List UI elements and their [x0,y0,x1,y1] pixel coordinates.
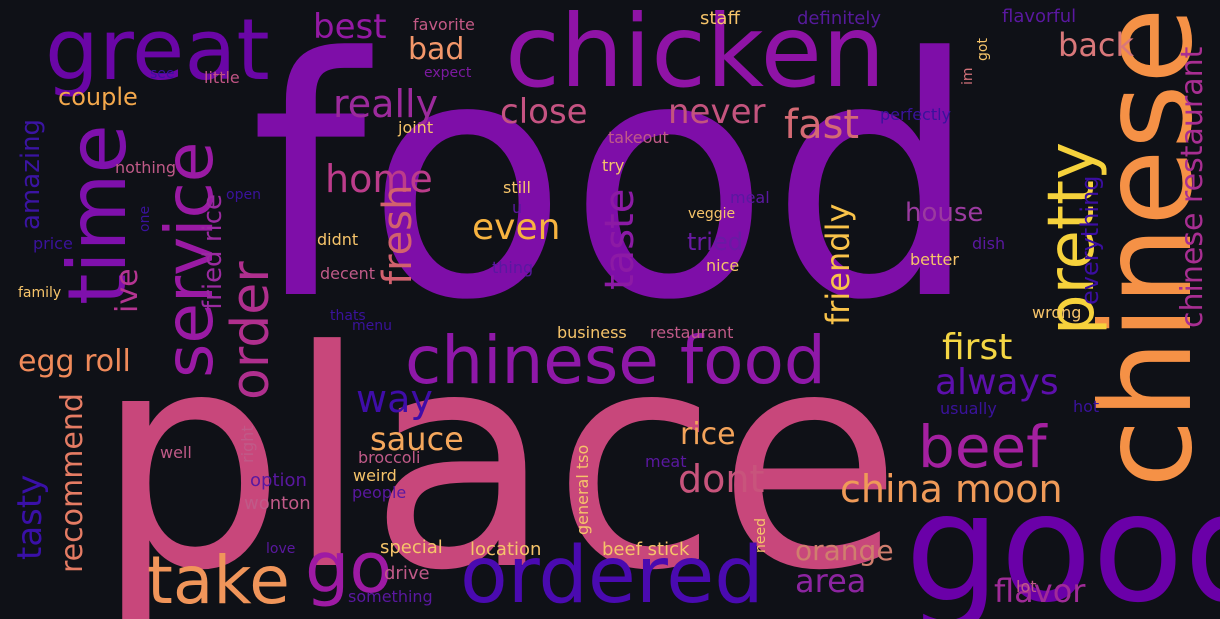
word-sauce: sauce [370,420,464,458]
word-love: love [266,541,296,557]
word-friendly: friendly [819,203,857,325]
word-fresh: fresh [375,184,421,285]
word-taste: taste [597,188,643,290]
word-tried: tried [687,228,743,256]
word-beef-stick: beef stick [602,539,690,560]
word-expect: expect [424,65,472,81]
word-fast: fast [784,102,860,148]
word-chinese-food: chinese food [405,322,826,399]
word-close: close [500,92,588,132]
word-really: really [333,82,439,126]
word-china-moon: china moon [840,467,1063,511]
word-chinese-restaurant: chinese restaurant [1175,46,1210,328]
word-area: area [795,562,867,600]
word-general-tso: general tso [573,444,592,535]
word-special: special [380,537,443,558]
word-usually: usually [940,399,997,418]
word-meat: meat [645,452,687,471]
word-ordered: ordered [460,531,764,619]
word-u: u [512,198,523,217]
word-order: order [221,261,281,400]
word-thing: thing [492,258,534,277]
word-place: place [95,287,903,619]
word-veggie: veggie [688,206,736,222]
word-still: still [503,178,531,197]
word-favorite: favorite [413,15,475,34]
word-food: food [250,0,980,372]
word-didnt: didnt [317,230,359,249]
word-takeout: takeout [608,128,669,147]
word-try: try [602,156,625,175]
word-recommend: recommend [55,393,90,573]
word-well: well [160,443,192,462]
word-good: good [905,462,1220,619]
word-nice: nice [706,256,740,275]
word-option: option [250,470,307,491]
word-meal: meal [730,188,770,207]
word-go: go [305,527,393,609]
word-thats: thats [330,308,366,324]
word-everything: everything [1076,175,1104,305]
word-dont: dont [678,457,765,501]
word-im: im [960,67,976,85]
word-people: people [352,483,407,502]
word-chicken: chicken [505,0,886,110]
word-family: family [18,285,62,301]
word-wrong: wrong [1032,303,1082,322]
word-drive: drive [384,563,430,584]
word-flavorful: flavorful [1002,6,1077,27]
word-location: location [470,539,542,560]
word-lot: lot [1016,577,1037,596]
word-amazing: amazing [16,118,46,230]
word-definitely: definitely [797,8,882,29]
word-even: even [472,207,561,248]
word-take: take [147,542,290,619]
word-see: see [150,66,175,82]
word-house: house [905,198,984,228]
word-back: back [1058,26,1135,64]
word-wonton: wonton [244,493,311,514]
word-better: better [910,250,959,269]
word-open: open [226,187,261,203]
word-fried-rice: fried rice [198,193,228,310]
word-business: business [557,323,627,342]
word-tasty: tasty [10,474,50,560]
word-nothing: nothing [115,158,177,177]
word-perfectly: perfectly [880,105,952,124]
word-great: great [45,1,270,100]
word-right: right [238,425,257,463]
word-never: never [668,92,766,132]
word-hot: hot [1073,397,1100,416]
word-something: something [348,587,433,606]
word-flavor: flavor [994,572,1086,610]
word-menu: menu [352,318,392,334]
word-always: always [935,362,1059,403]
word-joint: joint [398,118,434,137]
word-orange: orange [795,534,894,567]
word-little: little [204,68,240,87]
word-broccoli: broccoli [358,448,421,467]
word-ive: ive [110,268,145,313]
word-restaurant: restaurant [650,323,734,342]
word-price: price [33,234,73,253]
word-rice: rice [680,417,736,452]
word-dish: dish [972,234,1006,253]
word-decent: decent [320,264,376,283]
word-way: way [356,377,433,421]
word-first: first [942,327,1013,368]
word-need: need [753,518,769,553]
word-best: best [313,7,387,47]
word-one: one [137,205,153,232]
word-got: got [975,38,991,61]
word-home: home [325,157,433,201]
word-couple: couple [58,83,138,111]
word-staff: staff [700,8,740,29]
word-beef: beef [918,413,1047,481]
word-weird: weird [353,466,397,485]
word-egg-roll: egg roll [18,344,131,379]
word-bad: bad [408,32,465,67]
